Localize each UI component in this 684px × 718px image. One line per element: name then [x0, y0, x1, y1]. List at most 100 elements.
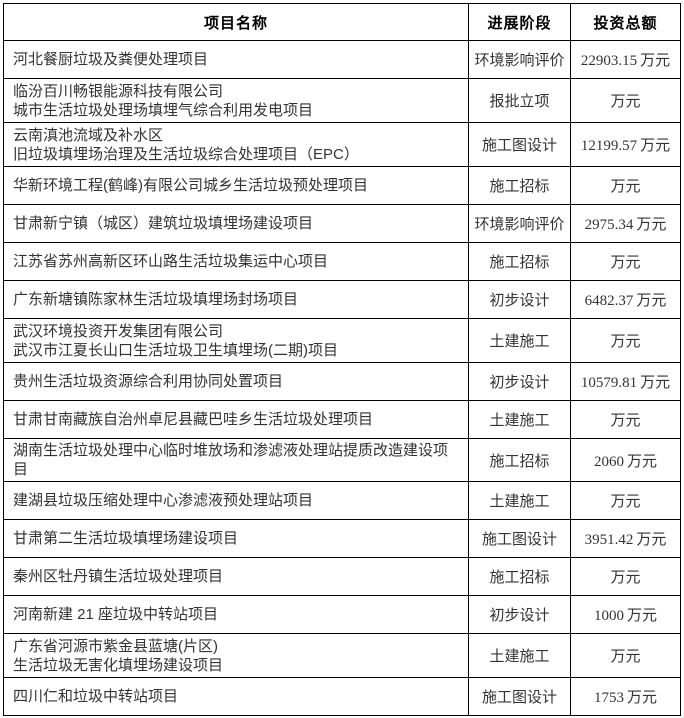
amount-cell: 22903.15 万元 — [570, 40, 681, 79]
project-name-cell: 临汾百川畅银能源科技有限公司 城市生活垃圾处理场填埋气综合利用发电项目 — [3, 78, 469, 123]
stage-cell: 报批立项 — [468, 78, 571, 123]
table-row: 甘肃甘南藏族自治州卓尼县藏巴哇乡生活垃圾处理项目 土建施工 万元 — [3, 400, 681, 439]
stage-cell: 环境影响评价 — [468, 40, 571, 79]
amount-cell: 万元 — [570, 633, 681, 678]
stage-cell: 施工图设计 — [468, 677, 571, 716]
amount-cell: 万元 — [570, 78, 681, 123]
amount-cell: 2975.34 万元 — [570, 204, 681, 243]
header-row: 项目名称 进展阶段 投资总额 — [3, 3, 681, 41]
amount-value: 2975.34 — [584, 217, 634, 233]
table-row: 四川仁和垃圾中转站项目 施工图设计 1753 万元 — [3, 677, 681, 716]
amount-unit: 万元 — [640, 374, 671, 391]
table-row: 湖南生活垃圾处理中心临时堆放场和渗滤液处理站提质改造建设项目 施工招标 2060… — [3, 438, 681, 482]
project-name-cell: 湖南生活垃圾处理中心临时堆放场和渗滤液处理站提质改造建设项目 — [3, 438, 469, 482]
amount-unit: 万元 — [610, 493, 641, 510]
project-name-cell: 江苏省苏州高新区环山路生活垃圾集运中心项目 — [3, 242, 469, 281]
stage-cell: 环境影响评价 — [468, 204, 571, 243]
stage-cell: 施工招标 — [468, 557, 571, 596]
project-name-cell: 河南新建 21 座垃圾中转站项目 — [3, 595, 469, 634]
amount-cell: 万元 — [570, 481, 681, 520]
amount-cell: 10579.81 万元 — [570, 362, 681, 401]
project-name-cell: 广东省河源市紫金县蓝塘(片区) 生活垃圾无害化填埋场建设项目 — [3, 633, 469, 678]
column-header-project-name: 项目名称 — [3, 3, 469, 41]
amount-value: 6482.37 — [584, 293, 634, 309]
stage-cell: 施工图设计 — [468, 519, 571, 558]
table-row: 广东省河源市紫金县蓝塘(片区) 生活垃圾无害化填埋场建设项目 土建施工 万元 — [3, 633, 681, 678]
project-name-cell: 甘肃甘南藏族自治州卓尼县藏巴哇乡生活垃圾处理项目 — [3, 400, 469, 439]
amount-value: 22903.15 — [580, 53, 638, 69]
projects-table: 项目名称 进展阶段 投资总额 河北餐厨垃圾及粪便处理项目 环境影响评价 2290… — [3, 3, 681, 716]
project-name-cell: 秦州区牡丹镇生活垃圾处理项目 — [3, 557, 469, 596]
table-row: 甘肃新宁镇（城区）建筑垃圾填埋场建设项目 环境影响评价 2975.34 万元 — [3, 204, 681, 243]
table-row: 江苏省苏州高新区环山路生活垃圾集运中心项目 施工招标 万元 — [3, 242, 681, 281]
amount-cell: 2060 万元 — [570, 438, 681, 482]
stage-cell: 土建施工 — [468, 481, 571, 520]
table-row: 河南新建 21 座垃圾中转站项目 初步设计 1000 万元 — [3, 595, 681, 634]
stage-cell: 施工图设计 — [468, 122, 571, 167]
stage-cell: 施工招标 — [468, 242, 571, 281]
amount-unit: 万元 — [636, 531, 667, 548]
amount-cell: 1753 万元 — [570, 677, 681, 716]
table-row: 广东新塘镇陈家林生活垃圾填埋场封场项目 初步设计 6482.37 万元 — [3, 280, 681, 319]
amount-cell: 万元 — [570, 400, 681, 439]
table-row: 华新环境工程(鹤峰)有限公司城乡生活垃圾预处理项目 施工招标 万元 — [3, 166, 681, 205]
stage-cell: 土建施工 — [468, 400, 571, 439]
amount-cell: 12199.57 万元 — [570, 122, 681, 167]
amount-cell: 3951.42 万元 — [570, 519, 681, 558]
amount-unit: 万元 — [626, 452, 657, 470]
amount-unit: 万元 — [626, 689, 657, 706]
amount-unit: 万元 — [610, 569, 641, 586]
amount-unit: 万元 — [640, 137, 671, 154]
project-name-cell: 云南滇池流域及补水区 旧垃圾填埋场治理及生活垃圾综合处理项目（EPC） — [3, 122, 469, 167]
column-header-stage: 进展阶段 — [468, 3, 571, 41]
amount-cell: 万元 — [570, 557, 681, 596]
table-row: 临汾百川畅银能源科技有限公司 城市生活垃圾处理场填埋气综合利用发电项目 报批立项… — [3, 78, 681, 123]
table-row: 秦州区牡丹镇生活垃圾处理项目 施工招标 万元 — [3, 557, 681, 596]
table-row: 武汉环境投资开发集团有限公司 武汉市江夏长山口生活垃圾卫生填埋场(二期)项目 土… — [3, 318, 681, 363]
amount-cell: 6482.37 万元 — [570, 280, 681, 319]
amount-unit: 万元 — [610, 648, 641, 665]
table-row: 甘肃第二生活垃圾填埋场建设项目 施工图设计 3951.42 万元 — [3, 519, 681, 558]
amount-unit: 万元 — [610, 93, 641, 110]
amount-unit: 万元 — [626, 607, 657, 624]
stage-cell: 施工招标 — [468, 438, 571, 482]
amount-unit: 万元 — [636, 216, 667, 233]
amount-value: 1000 — [593, 608, 624, 624]
project-name-cell: 华新环境工程(鹤峰)有限公司城乡生活垃圾预处理项目 — [3, 166, 469, 205]
amount-value: 10579.81 — [580, 375, 638, 391]
amount-value: 12199.57 — [580, 138, 638, 154]
stage-cell: 土建施工 — [468, 633, 571, 678]
amount-cell: 万元 — [570, 166, 681, 205]
project-name-cell: 四川仁和垃圾中转站项目 — [3, 677, 469, 716]
table-row: 河北餐厨垃圾及粪便处理项目 环境影响评价 22903.15 万元 — [3, 40, 681, 79]
project-name-cell: 建湖县垃圾压缩处理中心渗滤液预处理站项目 — [3, 481, 469, 520]
table-row: 建湖县垃圾压缩处理中心渗滤液预处理站项目 土建施工 万元 — [3, 481, 681, 520]
stage-cell: 初步设计 — [468, 362, 571, 401]
table-row: 贵州生活垃圾资源综合利用协同处置项目 初步设计 10579.81 万元 — [3, 362, 681, 401]
project-name-cell: 广东新塘镇陈家林生活垃圾填埋场封场项目 — [3, 280, 469, 319]
amount-value: 1753 — [593, 690, 624, 706]
column-header-investment: 投资总额 — [570, 3, 681, 41]
table-row: 云南滇池流域及补水区 旧垃圾填埋场治理及生活垃圾综合处理项目（EPC） 施工图设… — [3, 122, 681, 167]
stage-cell: 初步设计 — [468, 280, 571, 319]
project-name-cell: 武汉环境投资开发集团有限公司 武汉市江夏长山口生活垃圾卫生填埋场(二期)项目 — [3, 318, 469, 363]
stage-cell: 土建施工 — [468, 318, 571, 363]
amount-cell: 1000 万元 — [570, 595, 681, 634]
amount-unit: 万元 — [610, 178, 641, 195]
amount-unit: 万元 — [610, 412, 641, 429]
stage-cell: 初步设计 — [468, 595, 571, 634]
amount-cell: 万元 — [570, 242, 681, 281]
amount-unit: 万元 — [640, 52, 671, 69]
amount-cell: 万元 — [570, 318, 681, 363]
amount-unit: 万元 — [610, 333, 641, 350]
amount-unit: 万元 — [636, 292, 667, 309]
amount-unit: 万元 — [610, 254, 641, 271]
project-name-cell: 河北餐厨垃圾及粪便处理项目 — [3, 40, 469, 79]
project-name-cell: 甘肃第二生活垃圾填埋场建设项目 — [3, 519, 469, 558]
amount-value: 2060 — [593, 453, 624, 470]
stage-cell: 施工招标 — [468, 166, 571, 205]
amount-value: 3951.42 — [584, 532, 634, 548]
project-name-cell: 甘肃新宁镇（城区）建筑垃圾填埋场建设项目 — [3, 204, 469, 243]
project-name-cell: 贵州生活垃圾资源综合利用协同处置项目 — [3, 362, 469, 401]
